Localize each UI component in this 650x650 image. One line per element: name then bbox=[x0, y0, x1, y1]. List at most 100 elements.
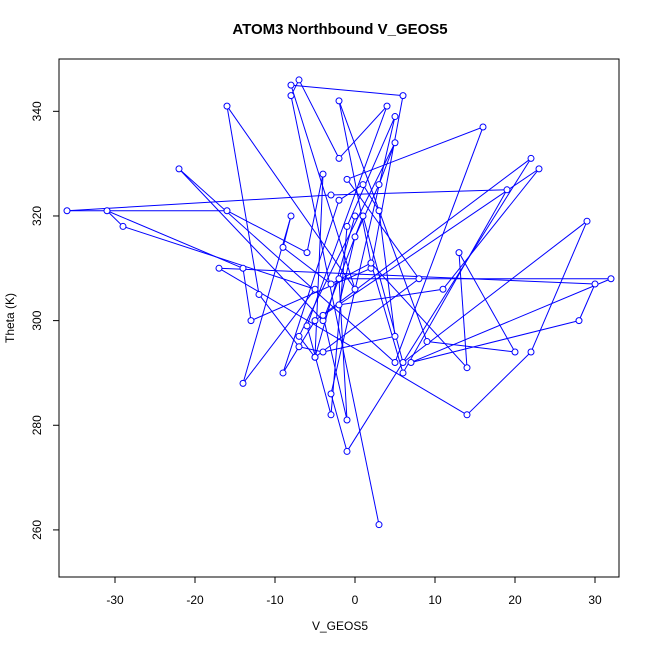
data-point bbox=[463, 364, 471, 372]
data-point bbox=[583, 217, 591, 225]
data-point bbox=[223, 102, 231, 110]
series-segment bbox=[298, 79, 340, 159]
data-point bbox=[351, 212, 359, 220]
series-segment bbox=[218, 267, 596, 285]
series-segment bbox=[530, 221, 588, 353]
data-point bbox=[391, 113, 399, 121]
series-segment bbox=[410, 320, 580, 363]
data-point bbox=[279, 243, 287, 251]
data-point bbox=[351, 285, 359, 293]
data-point bbox=[463, 411, 471, 419]
series-segment bbox=[426, 341, 516, 353]
series-segment bbox=[338, 100, 372, 264]
series-segment bbox=[338, 184, 364, 201]
series-segment bbox=[282, 215, 292, 248]
data-point bbox=[287, 212, 295, 220]
data-point bbox=[343, 416, 351, 424]
data-point bbox=[319, 311, 327, 319]
data-point bbox=[399, 358, 407, 366]
data-point bbox=[367, 259, 375, 267]
data-point bbox=[319, 348, 327, 356]
data-point bbox=[215, 264, 223, 272]
series-segment bbox=[370, 95, 404, 269]
series-segment bbox=[394, 126, 484, 363]
chart-title: ATOM3 Northbound V_GEOS5 bbox=[232, 21, 447, 38]
series-segment bbox=[338, 236, 356, 306]
series-segment bbox=[458, 252, 516, 353]
y-axis-label: Theta (K) bbox=[3, 293, 17, 343]
data-point bbox=[535, 165, 543, 173]
series-segment bbox=[298, 142, 396, 337]
series-points bbox=[63, 76, 615, 529]
series-segment bbox=[578, 283, 596, 321]
data-point bbox=[119, 222, 127, 230]
data-point bbox=[375, 207, 383, 215]
data-point bbox=[175, 165, 183, 173]
data-point bbox=[239, 264, 247, 272]
series-segment bbox=[290, 85, 356, 290]
data-point bbox=[287, 92, 295, 100]
data-point bbox=[423, 338, 431, 346]
series-segment bbox=[338, 105, 388, 159]
series-segment bbox=[314, 158, 532, 322]
series-segment bbox=[282, 246, 332, 285]
data-point bbox=[279, 369, 287, 377]
series-segment bbox=[242, 288, 316, 384]
x-tick-label: 0 bbox=[352, 593, 359, 607]
plot-frame bbox=[58, 58, 620, 578]
data-point bbox=[335, 154, 343, 162]
data-point bbox=[479, 123, 487, 131]
series-segment bbox=[370, 262, 468, 369]
data-point bbox=[327, 280, 335, 288]
series-segment bbox=[322, 168, 540, 316]
series-segment bbox=[362, 215, 404, 363]
x-tick-label: -30 bbox=[106, 593, 124, 607]
series-segment bbox=[298, 346, 324, 353]
series-segment bbox=[106, 210, 124, 227]
series-segment bbox=[338, 288, 444, 306]
series-segment bbox=[378, 142, 396, 185]
data-point bbox=[303, 249, 311, 257]
y-tick-label: 300 bbox=[30, 310, 44, 330]
series-segment bbox=[226, 210, 308, 254]
x-tick-label: -10 bbox=[266, 593, 284, 607]
series-segment bbox=[314, 215, 356, 358]
data-point bbox=[415, 275, 423, 283]
data-point bbox=[591, 280, 599, 288]
data-point bbox=[343, 175, 351, 183]
series-segment bbox=[178, 168, 324, 321]
data-point bbox=[383, 102, 391, 110]
data-point bbox=[103, 207, 111, 215]
data-point bbox=[311, 285, 319, 293]
series-segment bbox=[178, 168, 396, 363]
series-segment bbox=[402, 220, 588, 363]
series-segment bbox=[402, 189, 508, 374]
data-point bbox=[295, 332, 303, 340]
data-point bbox=[335, 275, 343, 283]
data-point bbox=[311, 353, 319, 361]
series-segment bbox=[106, 210, 244, 269]
series-segment bbox=[354, 184, 380, 238]
data-point bbox=[255, 290, 263, 298]
data-point bbox=[375, 521, 383, 529]
data-point bbox=[295, 76, 303, 84]
series-segment bbox=[290, 84, 404, 97]
x-tick-label: 10 bbox=[428, 593, 442, 607]
series-segment bbox=[314, 174, 324, 358]
data-point bbox=[327, 191, 335, 199]
data-point bbox=[335, 97, 343, 105]
data-point bbox=[335, 301, 343, 309]
data-point bbox=[391, 358, 399, 366]
y-tick-label: 340 bbox=[30, 101, 44, 121]
data-point bbox=[287, 81, 295, 89]
series-segment bbox=[242, 268, 252, 321]
data-point bbox=[511, 348, 519, 356]
data-point bbox=[359, 181, 367, 189]
series-segment bbox=[306, 325, 332, 415]
y-tick-label: 320 bbox=[30, 206, 44, 226]
series-segment bbox=[306, 105, 388, 327]
series-segment bbox=[314, 278, 420, 358]
series-segment bbox=[346, 116, 396, 227]
data-point bbox=[399, 369, 407, 377]
data-point bbox=[303, 322, 311, 330]
